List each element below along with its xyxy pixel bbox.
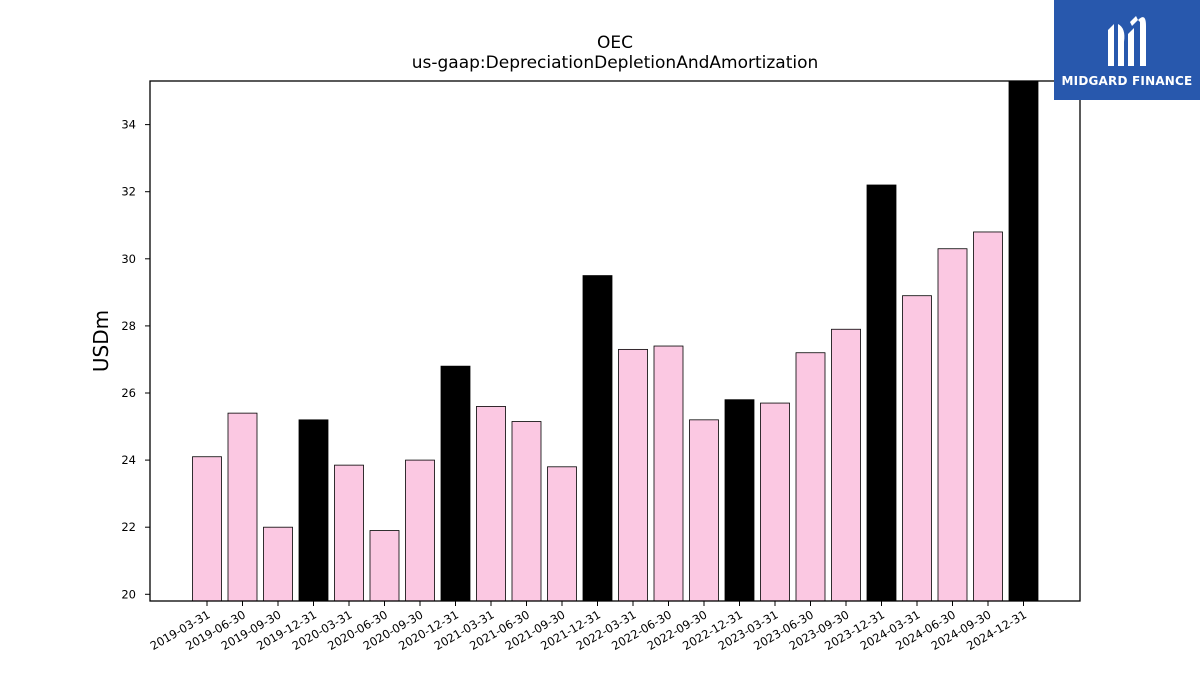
y-tick-label: 30 bbox=[121, 252, 136, 266]
brand-logo: MIDGARD FINANCE bbox=[1054, 0, 1200, 100]
chart-subtitle: us-gaap:DepreciationDepletionAndAmortiza… bbox=[412, 53, 819, 73]
bar-2021-06-30 bbox=[511, 421, 542, 602]
bar-2024-06-30 bbox=[937, 248, 968, 602]
y-axis-label: USDm bbox=[89, 310, 113, 372]
midgard-finance-logo-icon bbox=[1108, 16, 1146, 66]
brand-name: MIDGARD FINANCE bbox=[1061, 74, 1193, 88]
y-tick-label: 26 bbox=[121, 386, 136, 400]
y-tick-label: 24 bbox=[121, 453, 136, 467]
y-tick-label: 28 bbox=[121, 319, 136, 333]
bar-2020-03-31 bbox=[334, 464, 364, 602]
bar-2019-06-30 bbox=[227, 412, 258, 602]
y-axis-ticks: 20 22 24 26 28 30 32 34 bbox=[121, 118, 150, 601]
y-tick-label: 34 bbox=[121, 118, 136, 132]
bar-2021-09-30 bbox=[547, 466, 577, 602]
bar-2024-09-30 bbox=[973, 231, 1003, 602]
bar-2024-03-31 bbox=[902, 295, 932, 602]
bar-2022-09-30 bbox=[689, 419, 719, 602]
x-axis-ticks: 2019-03-312019-06-302019-09-302019-12-31… bbox=[148, 601, 1029, 653]
bar-2022-03-31 bbox=[618, 348, 648, 602]
bar-2019-09-30 bbox=[263, 526, 293, 602]
y-tick-label: 32 bbox=[121, 185, 136, 199]
bar-2021-12-31 bbox=[582, 275, 613, 602]
bar-2023-03-31 bbox=[760, 402, 790, 602]
bar-2021-03-31 bbox=[476, 406, 506, 602]
bar-2019-12-31 bbox=[298, 419, 329, 602]
bar-2023-12-31 bbox=[866, 184, 897, 602]
y-tick-label: 20 bbox=[121, 587, 136, 601]
chart-title: OEC bbox=[597, 33, 633, 53]
y-tick-label: 22 bbox=[121, 520, 136, 534]
bar-2023-06-30 bbox=[795, 352, 826, 602]
bar-2022-06-30 bbox=[653, 345, 684, 602]
bar-2020-12-31 bbox=[440, 365, 471, 602]
bars-group bbox=[192, 80, 1039, 602]
bar-2020-09-30 bbox=[405, 459, 435, 602]
bar-2024-12-31 bbox=[1008, 80, 1039, 602]
bar-2022-12-31 bbox=[724, 399, 755, 602]
bar-2023-09-30 bbox=[831, 328, 861, 602]
bar-2020-06-30 bbox=[369, 530, 400, 602]
plot-frame bbox=[149, 80, 1081, 602]
bar-2019-03-31 bbox=[192, 456, 222, 602]
